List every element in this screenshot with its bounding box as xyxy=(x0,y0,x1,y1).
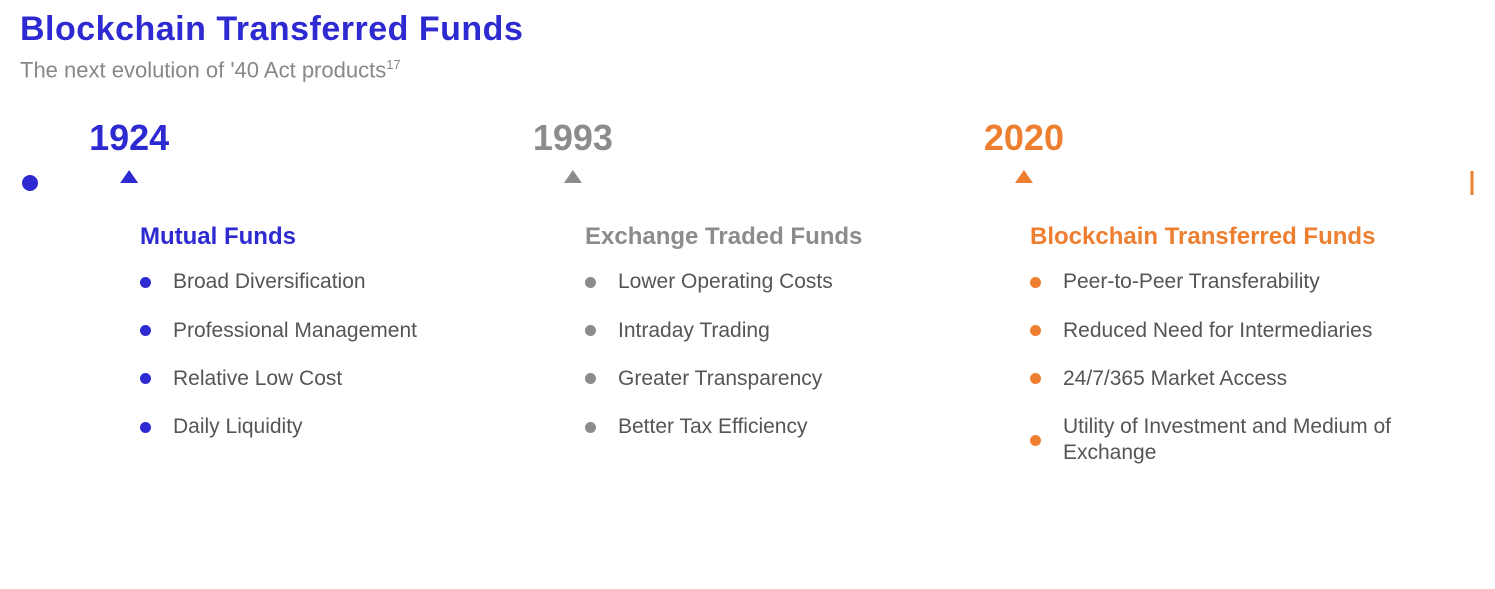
list-item: Lower Operating Costs xyxy=(585,269,985,295)
list-item-text: Greater Transparency xyxy=(618,366,822,392)
timeline xyxy=(20,163,1475,203)
bullet-icon xyxy=(585,422,596,433)
list-item-text: Relative Low Cost xyxy=(173,366,342,392)
list-item: Broad Diversification xyxy=(140,269,540,295)
timeline-svg xyxy=(20,163,1475,203)
column-0: Mutual Funds Broad Diversification Profess… xyxy=(140,223,585,488)
column-title: Exchange Traded Funds xyxy=(585,223,1030,251)
column-1: Exchange Traded Funds Lower Operating Cos… xyxy=(585,223,1030,488)
list-item-text: Reduced Need for Intermediaries xyxy=(1063,318,1372,344)
list-item: 24/7/365 Market Access xyxy=(1030,366,1430,392)
list-item-text: Professional Management xyxy=(173,318,417,344)
list-item-text: Daily Liquidity xyxy=(173,414,303,440)
bullet-icon xyxy=(140,373,151,384)
bullet-icon xyxy=(1030,373,1041,384)
column-title: Mutual Funds xyxy=(140,223,585,251)
feature-list: Broad Diversification Professional Manage… xyxy=(140,269,585,440)
page-title: Blockchain Transferred Funds xyxy=(20,10,1475,49)
subtitle-text: The next evolution of '40 Act products xyxy=(20,57,386,82)
list-item: Better Tax Efficiency xyxy=(585,414,985,440)
bullet-icon xyxy=(585,277,596,288)
list-item: Daily Liquidity xyxy=(140,414,540,440)
list-item-text: 24/7/365 Market Access xyxy=(1063,366,1287,392)
subtitle-footnote: 17 xyxy=(386,57,400,72)
timeline-year-2020: 2020 xyxy=(984,117,1064,159)
bullet-icon xyxy=(585,325,596,336)
columns: Mutual Funds Broad Diversification Profess… xyxy=(20,223,1475,488)
timeline-years-row: 1924 1993 2020 xyxy=(20,117,1475,163)
bullet-icon xyxy=(1030,435,1041,446)
feature-list: Lower Operating Costs Intraday Trading Gre… xyxy=(585,269,1030,440)
bullet-icon xyxy=(140,325,151,336)
list-item: Utility of Investment and Medium of Exch… xyxy=(1030,414,1430,467)
list-item-text: Intraday Trading xyxy=(618,318,770,344)
column-2: Blockchain Transferred Funds Peer-to-Peer… xyxy=(1030,223,1475,488)
page-subtitle: The next evolution of '40 Act products17 xyxy=(20,57,1475,83)
feature-list: Peer-to-Peer Transferability Reduced Need… xyxy=(1030,269,1475,466)
list-item-text: Peer-to-Peer Transferability xyxy=(1063,269,1320,295)
list-item: Reduced Need for Intermediaries xyxy=(1030,318,1430,344)
bullet-icon xyxy=(1030,277,1041,288)
list-item: Professional Management xyxy=(140,318,540,344)
list-item-text: Lower Operating Costs xyxy=(618,269,833,295)
bullet-icon xyxy=(140,422,151,433)
timeline-year-1993: 1993 xyxy=(533,117,613,159)
list-item-text: Better Tax Efficiency xyxy=(618,414,807,440)
list-item: Intraday Trading xyxy=(585,318,985,344)
timeline-year-1924: 1924 xyxy=(89,117,169,159)
list-item: Greater Transparency xyxy=(585,366,985,392)
list-item-text: Utility of Investment and Medium of Exch… xyxy=(1063,414,1430,467)
bullet-icon xyxy=(140,277,151,288)
column-title: Blockchain Transferred Funds xyxy=(1030,223,1475,251)
list-item: Peer-to-Peer Transferability xyxy=(1030,269,1430,295)
list-item: Relative Low Cost xyxy=(140,366,540,392)
bullet-icon xyxy=(585,373,596,384)
list-item-text: Broad Diversification xyxy=(173,269,366,295)
bullet-icon xyxy=(1030,325,1041,336)
